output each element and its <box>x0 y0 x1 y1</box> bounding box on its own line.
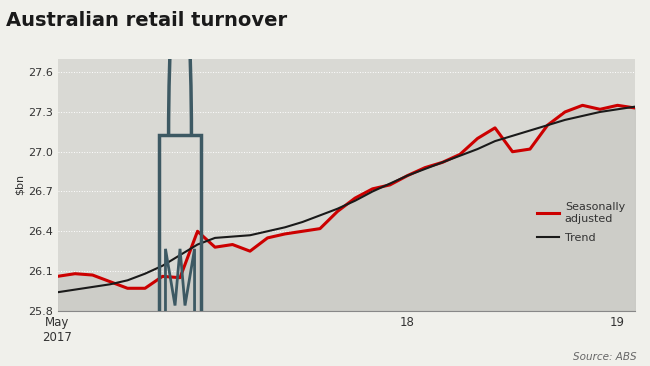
Seasonally
adjusted <box>578 103 586 108</box>
Seasonally
adjusted <box>264 236 272 240</box>
Seasonally
adjusted <box>596 107 604 112</box>
Trend <box>229 234 237 239</box>
Seasonally
adjusted <box>71 272 79 276</box>
Trend <box>596 110 604 114</box>
Trend <box>369 189 376 194</box>
Trend <box>141 272 149 276</box>
Trend <box>474 147 482 151</box>
Trend <box>561 118 569 122</box>
Y-axis label: $bn: $bn <box>15 174 25 195</box>
Seasonally
adjusted <box>631 106 639 110</box>
Seasonally
adjusted <box>281 232 289 236</box>
Seasonally
adjusted <box>333 209 341 214</box>
Trend <box>71 287 79 292</box>
Seasonally
adjusted <box>386 183 394 187</box>
Trend <box>124 278 131 283</box>
Trend <box>316 213 324 217</box>
Seasonally
adjusted <box>404 173 411 178</box>
Seasonally
adjusted <box>176 276 184 280</box>
Trend <box>159 264 166 268</box>
Seasonally
adjusted <box>369 187 376 191</box>
Text: Source: ABS: Source: ABS <box>573 352 637 362</box>
Trend <box>421 167 429 171</box>
Seasonally
adjusted <box>159 274 166 279</box>
Seasonally
adjusted <box>561 110 569 114</box>
Trend <box>631 104 639 109</box>
Trend <box>543 123 551 127</box>
Seasonally
adjusted <box>106 280 114 284</box>
Trend <box>298 220 306 224</box>
Seasonally
adjusted <box>456 152 464 157</box>
Seasonally
adjusted <box>229 242 237 247</box>
Trend <box>333 206 341 211</box>
Trend <box>106 282 114 287</box>
Seasonally
adjusted <box>508 150 516 154</box>
Trend <box>53 290 61 295</box>
Seasonally
adjusted <box>614 103 621 108</box>
Legend: Seasonally
adjusted, Trend: Seasonally adjusted, Trend <box>532 198 629 247</box>
Seasonally
adjusted <box>88 273 96 277</box>
Trend <box>439 160 447 165</box>
Trend <box>614 107 621 112</box>
Trend <box>508 134 516 138</box>
Seasonally
adjusted <box>421 165 429 170</box>
Trend <box>281 225 289 229</box>
Trend <box>246 233 254 238</box>
Trend <box>176 253 184 257</box>
Seasonally
adjusted <box>474 136 482 141</box>
Trend <box>386 181 394 186</box>
Seasonally
adjusted <box>543 123 551 127</box>
Seasonally
adjusted <box>53 274 61 279</box>
Trend <box>526 128 534 133</box>
Seasonally
adjusted <box>298 229 306 234</box>
Seasonally
adjusted <box>439 160 447 165</box>
Line: Trend: Trend <box>57 107 635 292</box>
Seasonally
adjusted <box>246 249 254 253</box>
Trend <box>578 114 586 118</box>
Text: Australian retail turnover: Australian retail turnover <box>6 11 287 30</box>
Trend <box>194 242 202 247</box>
Seasonally
adjusted <box>141 286 149 291</box>
Seasonally
adjusted <box>491 126 499 130</box>
Seasonally
adjusted <box>124 286 131 291</box>
Seasonally
adjusted <box>351 196 359 200</box>
Seasonally
adjusted <box>316 227 324 231</box>
Seasonally
adjusted <box>526 147 534 151</box>
Trend <box>264 229 272 234</box>
Trend <box>456 153 464 158</box>
Trend <box>404 173 411 178</box>
Seasonally
adjusted <box>211 245 219 249</box>
Trend <box>491 139 499 143</box>
Seasonally
adjusted <box>194 229 202 234</box>
Trend <box>351 199 359 203</box>
Trend <box>88 285 96 289</box>
Line: Seasonally
adjusted: Seasonally adjusted <box>57 105 635 288</box>
Trend <box>211 236 219 240</box>
